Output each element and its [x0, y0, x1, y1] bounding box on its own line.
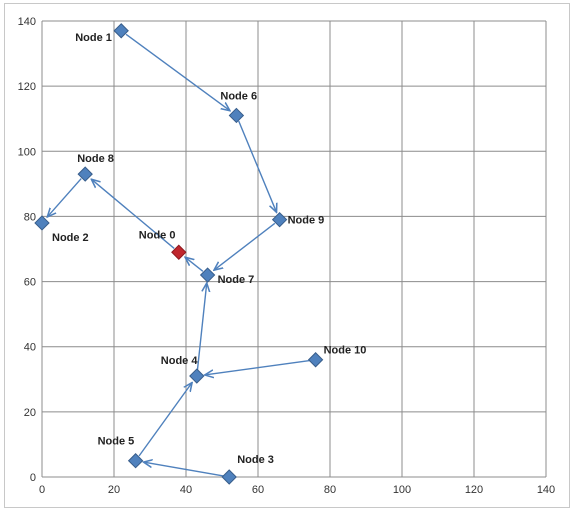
edge-node-0-to-node-8 — [91, 179, 175, 249]
node-label: Node 6 — [220, 90, 257, 102]
marker-node-8 — [77, 166, 93, 182]
edge-node-6-to-node-9 — [238, 120, 277, 212]
edge-node-4-to-node-7 — [196, 283, 206, 371]
edges — [47, 33, 310, 477]
node-labels: Node 0 Node 1 Node 2 Node 3 Node 4 Node 5 Node… — [52, 32, 366, 466]
node-label: Node 3 — [237, 454, 274, 466]
marker-node-3 — [221, 469, 237, 485]
x-tick-label: 60 — [252, 484, 264, 496]
edge-node-9-to-node-7 — [214, 222, 276, 270]
marker-node-4 — [189, 368, 205, 384]
marker-node-6 — [228, 107, 245, 124]
y-tick-label: 40 — [24, 342, 36, 354]
x-tick-label: 80 — [324, 484, 336, 496]
marker-node-7 — [199, 267, 216, 283]
node-label: Node 0 — [139, 229, 176, 241]
node-label: Node 8 — [77, 153, 114, 165]
y-tick-label: 20 — [24, 407, 36, 419]
marker-node-1 — [113, 23, 129, 39]
marker-node-10 — [307, 352, 324, 368]
nodes — [34, 23, 324, 485]
edge-node-8-to-node-2 — [47, 178, 82, 217]
node-label: Node 7 — [218, 274, 255, 286]
edge-node-5-to-node-4 — [138, 383, 192, 457]
x-tick-label: 0 — [39, 484, 45, 496]
marker-node-2 — [34, 215, 50, 231]
x-tick-label: 140 — [537, 484, 555, 496]
y-tick-label: 140 — [18, 16, 36, 28]
y-tick-label: 0 — [30, 472, 36, 484]
edge-node-1-to-node-6 — [125, 33, 230, 110]
node-label: Node 10 — [324, 345, 367, 357]
x-tick-label: 100 — [393, 484, 411, 496]
node-label: Node 4 — [161, 355, 199, 367]
x-tick-label: 40 — [180, 484, 192, 496]
x-tick-label: 120 — [465, 484, 483, 496]
y-tick-label: 80 — [24, 211, 36, 223]
tick-labels: 0 20 40 60 80 100 120 140 0 20 40 60 80 100 120 140 — [18, 16, 556, 496]
node-label: Node 5 — [98, 436, 135, 448]
node-label: Node 2 — [52, 232, 89, 244]
marker-node-0 — [171, 244, 187, 260]
chart-frame — [4, 3, 570, 508]
marker-node-9 — [271, 211, 288, 228]
edge-node-10-to-node-4 — [205, 359, 310, 375]
node-label: Node 1 — [75, 32, 112, 44]
x-tick-label: 20 — [108, 484, 120, 496]
y-tick-label: 120 — [18, 81, 36, 93]
gridlines — [41, 20, 547, 478]
node-label: Node 9 — [288, 215, 325, 227]
edge-node-3-to-node-5 — [143, 462, 224, 477]
y-tick-label: 60 — [24, 277, 36, 289]
edge-node-7-to-node-0 — [185, 257, 204, 272]
marker-node-5 — [127, 453, 144, 469]
y-tick-label: 100 — [18, 146, 36, 158]
